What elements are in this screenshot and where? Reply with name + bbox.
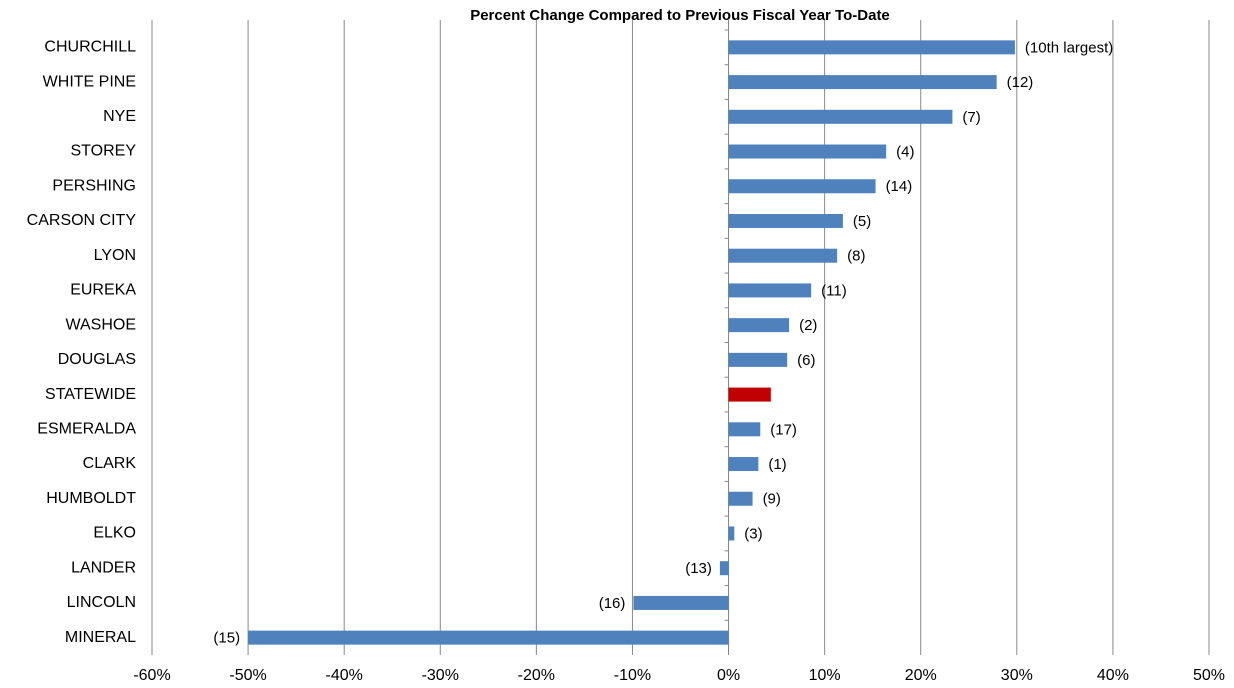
- x-tick-label: -20%: [518, 667, 555, 684]
- rank-label: (5): [853, 213, 871, 230]
- bar: [728, 248, 838, 263]
- bar: [248, 630, 729, 645]
- bar: [728, 422, 761, 437]
- x-tick-label: 20%: [905, 667, 937, 684]
- y-tick-label: CARSON CITY: [27, 212, 137, 229]
- bar: [728, 352, 788, 367]
- y-tick-label: CHURCHILL: [44, 39, 136, 56]
- rank-label: (17): [770, 421, 797, 438]
- x-tick-label: 10%: [809, 667, 841, 684]
- rank-label: (3): [744, 525, 762, 542]
- bar: [728, 144, 887, 159]
- x-tick-label: -10%: [614, 667, 651, 684]
- bar: [728, 318, 790, 333]
- x-tick-label: 0%: [717, 667, 740, 684]
- rank-label: (13): [685, 560, 712, 577]
- rank-label: (14): [886, 178, 913, 195]
- bar: [719, 561, 729, 576]
- bar: [728, 526, 735, 541]
- rank-label: (4): [896, 143, 914, 160]
- y-tick-label: ELKO: [93, 525, 136, 542]
- rank-label: (16): [599, 595, 626, 612]
- y-tick-label: NYE: [103, 108, 136, 125]
- rank-label: (7): [962, 109, 980, 126]
- y-tick-label: DOUGLAS: [58, 351, 136, 368]
- y-tick-label: EUREKA: [70, 282, 136, 299]
- bar: [728, 213, 843, 228]
- y-tick-label: ESMERALDA: [37, 421, 136, 438]
- rank-label: (10th largest): [1025, 39, 1113, 56]
- y-tick-label: STOREY: [71, 143, 137, 160]
- y-tick-label: LINCOLN: [67, 594, 136, 611]
- y-tick-label: PERSHING: [52, 177, 136, 194]
- x-tick-label: 50%: [1193, 667, 1225, 684]
- y-tick-label: WASHOE: [65, 316, 136, 333]
- bar: [633, 595, 729, 610]
- x-tick-label: 40%: [1097, 667, 1129, 684]
- rank-label: (9): [763, 491, 781, 508]
- x-tick-label: -60%: [133, 667, 170, 684]
- rank-label: (6): [797, 352, 815, 369]
- y-tick-label: LANDER: [71, 559, 136, 576]
- rank-label: (15): [213, 630, 240, 647]
- x-tick-label: -30%: [422, 667, 459, 684]
- bar: [728, 179, 876, 194]
- chart-title: Percent Change Compared to Previous Fisc…: [470, 7, 890, 24]
- x-tick-label: -40%: [326, 667, 363, 684]
- bar: [728, 387, 771, 402]
- x-tick-label: 30%: [1001, 667, 1033, 684]
- bar: [728, 40, 1015, 55]
- y-tick-label: HUMBOLDT: [46, 490, 136, 507]
- bar: [728, 491, 753, 506]
- y-tick-label: LYON: [94, 247, 136, 264]
- rank-label: (12): [1007, 74, 1034, 91]
- bar: [728, 457, 759, 472]
- bar: [728, 109, 953, 124]
- bar: [728, 283, 812, 298]
- x-tick-label: -50%: [229, 667, 266, 684]
- rank-label: (8): [847, 248, 865, 265]
- rank-label: (1): [768, 456, 786, 473]
- y-tick-label: WHITE PINE: [43, 73, 136, 90]
- bar: [728, 75, 997, 90]
- y-tick-label: STATEWIDE: [45, 386, 136, 403]
- rank-label: (2): [799, 317, 817, 334]
- y-tick-label: MINERAL: [65, 629, 136, 646]
- rank-label: (11): [821, 282, 847, 299]
- y-tick-label: CLARK: [83, 455, 137, 472]
